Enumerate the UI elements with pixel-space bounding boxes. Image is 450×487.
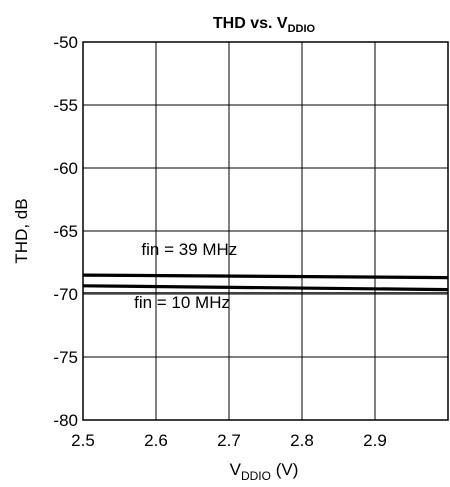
y-tick-label-2: -60 bbox=[53, 159, 78, 178]
x-tick-labels: 2.5 2.6 2.7 2.8 2.9 bbox=[71, 431, 387, 450]
annotations: fin = 39 MHz fin = 10 MHz bbox=[134, 240, 237, 312]
x-tick-label-4: 2.9 bbox=[363, 431, 387, 450]
y-tick-label-3: -65 bbox=[53, 222, 78, 241]
grid-lines bbox=[82, 41, 448, 421]
y-tick-labels: -50 -55 -60 -65 -70 -75 -80 bbox=[53, 33, 78, 430]
x-axis-label-subscript: DDIO bbox=[241, 469, 271, 483]
x-axis-label-main: V bbox=[230, 460, 242, 479]
annotation-1: fin = 10 MHz bbox=[134, 293, 230, 312]
x-axis-label-suffix: (V) bbox=[271, 460, 298, 479]
annotation-0: fin = 39 MHz bbox=[141, 240, 237, 259]
y-tick-label-4: -70 bbox=[53, 285, 78, 304]
chart-title-subscript: DDIO bbox=[288, 23, 316, 35]
x-axis-label: VDDIO (V) bbox=[230, 460, 299, 483]
series-group bbox=[82, 273, 449, 292]
y-tick-label-0: -50 bbox=[53, 33, 78, 52]
y-axis-label: THD, dB bbox=[12, 198, 31, 263]
y-tick-label-1: -55 bbox=[53, 96, 78, 115]
x-tick-label-3: 2.8 bbox=[290, 431, 314, 450]
x-tick-label-0: 2.5 bbox=[71, 431, 95, 450]
series-line-0 bbox=[82, 273, 449, 280]
chart-title-main: THD vs. V bbox=[213, 15, 288, 32]
chart-title: THD vs. VDDIO bbox=[213, 15, 316, 35]
x-tick-label-1: 2.6 bbox=[144, 431, 168, 450]
y-tick-label-5: -75 bbox=[53, 348, 78, 367]
series-line-1 bbox=[82, 284, 449, 292]
x-tick-label-2: 2.7 bbox=[217, 431, 241, 450]
plot-frame bbox=[82, 41, 449, 421]
y-tick-label-6: -80 bbox=[53, 411, 78, 430]
